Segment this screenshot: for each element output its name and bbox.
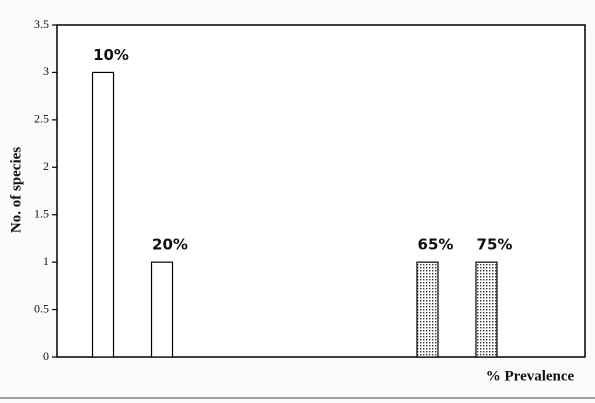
bar bbox=[475, 261, 498, 358]
bar-label: 65% bbox=[418, 236, 454, 254]
y-tick-label: 1 bbox=[43, 254, 49, 268]
y-axis-label: No. of species bbox=[8, 147, 24, 233]
bar bbox=[150, 261, 174, 358]
plot-frame bbox=[56, 24, 586, 358]
x-axis-label: % Prevalence bbox=[486, 368, 575, 384]
y-tick-label: 1.5 bbox=[34, 206, 49, 220]
y-tick-label: 2.5 bbox=[34, 112, 49, 126]
bar-label: 20% bbox=[152, 236, 188, 254]
y-tick-label: 0.5 bbox=[34, 301, 49, 315]
bar bbox=[416, 261, 439, 358]
y-tick-label: 3 bbox=[43, 64, 49, 78]
y-tick-label: 0 bbox=[43, 349, 49, 363]
bar bbox=[91, 71, 115, 358]
bar-label: 10% bbox=[93, 46, 129, 64]
bar-label: 75% bbox=[477, 236, 513, 254]
y-tick-label: 2 bbox=[43, 159, 49, 173]
y-tick-label: 3.5 bbox=[34, 17, 49, 31]
